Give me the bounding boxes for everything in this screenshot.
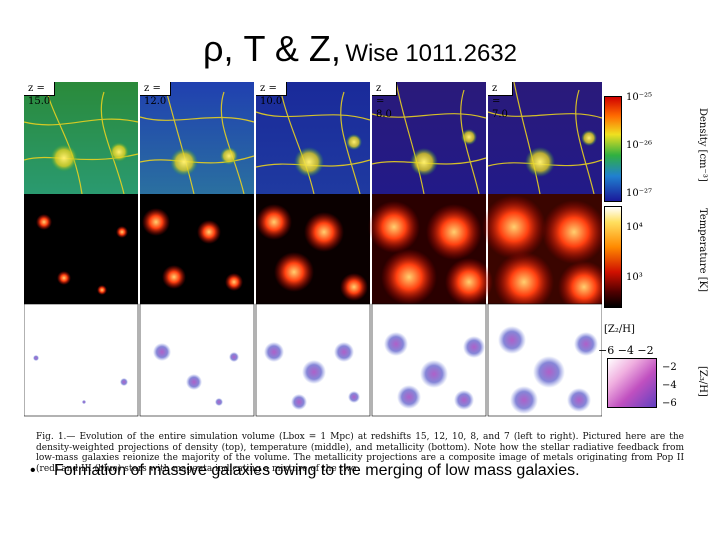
slide-title-main: ρ, T & Z,	[203, 28, 341, 69]
temperature-tick-2: 10³	[626, 272, 643, 283]
density-halos	[50, 129, 597, 177]
slide-title: ρ, T & Z, Wise 1011.2632	[0, 28, 720, 70]
z3-key-label: [Z₃/H]	[697, 366, 708, 397]
density-tick-1: 10⁻²⁵	[626, 92, 653, 103]
z2-key-ticks: −6 −4 −2	[598, 344, 654, 357]
metallicity-panel-z15	[24, 303, 139, 417]
z2-key-label: [Z₂/H]	[604, 324, 635, 335]
redshift-label-1: z = 15.0	[24, 82, 56, 107]
z3-tick-2: −4	[662, 380, 677, 391]
density-tick-2: 10⁻²⁶	[626, 140, 653, 151]
z3-tick-1: −2	[662, 362, 677, 373]
temperature-hii-regions	[36, 195, 602, 313]
z3-tick-3: −6	[662, 398, 677, 409]
redshift-label-3: z = 10.0	[256, 82, 288, 107]
bullet-text: Formation of massive galaxies owing to t…	[54, 462, 580, 479]
panel-grid	[24, 82, 602, 417]
figure-caption: Fig. 1.— Evolution of the entire simulat…	[36, 432, 684, 474]
temperature-colorbar	[604, 206, 622, 308]
density-tick-3: 10⁻²⁷	[626, 188, 653, 199]
redshift-label-2: z = 12.0	[140, 82, 172, 107]
temperature-panel-z15	[24, 194, 138, 304]
density-colorbar-label: Density [cm⁻³]	[697, 108, 708, 182]
temperature-colorbar-label: Temperature [K]	[697, 208, 708, 292]
density-colorbar	[604, 96, 622, 202]
metallicity-2d-key	[607, 358, 657, 408]
redshift-label-5: z = 7.0	[488, 82, 513, 120]
density-panel-z12	[140, 82, 254, 194]
bullet-item: • Formation of massive galaxies owing to…	[30, 462, 670, 480]
temperature-tick-1: 10⁴	[626, 222, 643, 233]
bullet-dot: •	[30, 462, 36, 479]
slide-title-sub: Wise 1011.2632	[345, 40, 517, 67]
metallicity-blobs	[33, 326, 598, 414]
redshift-label-4: z = 8.0	[372, 82, 397, 120]
